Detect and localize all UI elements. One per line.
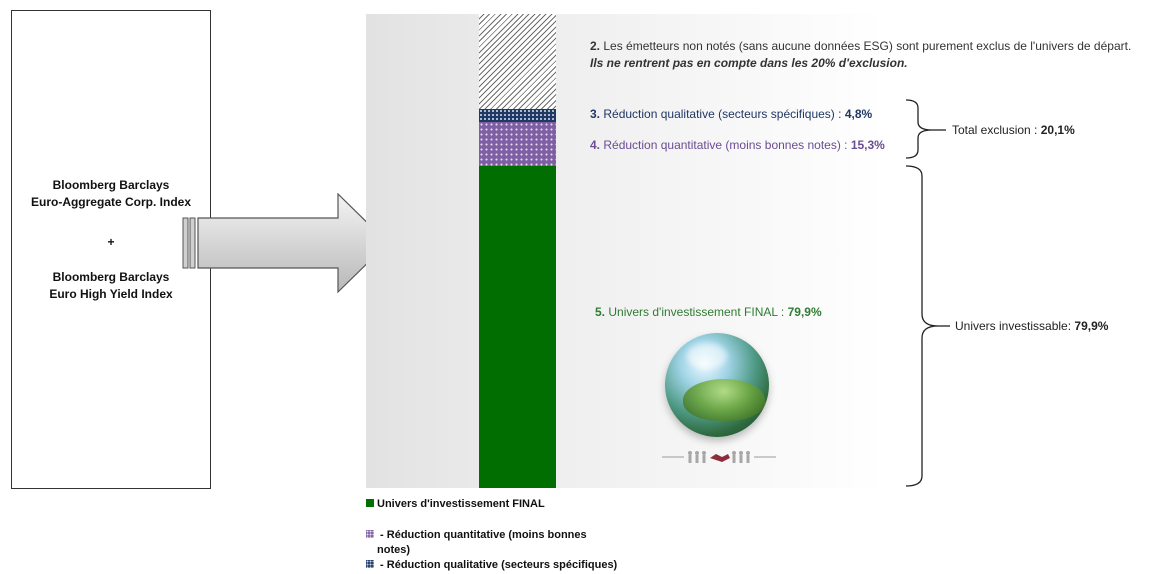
label-qualitative-value: 4,8% [844,107,873,121]
index-box: Bloomberg Barclays Euro-Aggregate Corp. … [11,10,211,489]
label-final-universe: 5. Univers d'investissement FINAL : 79,9… [595,305,822,320]
label-qualitative: 3. Réduction qualitative (secteurs spéci… [590,107,872,122]
universe-panel [366,14,886,488]
legend-item-qualitative: - Réduction qualitative (secteurs spécif… [366,558,617,572]
label-quantitative-prefix: 4. [590,138,601,152]
globe-grass [683,379,765,421]
label-investable-value: 79,9% [1074,319,1109,333]
label-excluded-prefix: 2. [590,39,601,53]
legend-item-final: Univers d'investissement FINAL [366,497,545,511]
legend-label-qualitative: - Réduction qualitative (secteurs spécif… [377,559,618,571]
label-excluded-note: Ils ne rentrent pas en compte dans les 2… [590,56,908,70]
legend-swatch-final [366,499,374,507]
globe-shine [687,343,727,369]
legend-label-final: Univers d'investissement FINAL [377,498,545,510]
label-investable-text: Univers investissable: [955,319,1075,333]
index-line-2: Euro-Aggregate Corp. Index [30,195,191,209]
index-line-3: Bloomberg Barclays [52,270,170,284]
legend-swatch-quantitative [366,530,374,538]
label-total-exclusion: Total exclusion : 20,1% [952,123,1075,138]
legend-item-quantitative: - Réduction quantitative (moins bonnes [366,528,587,542]
handshake-icon [662,451,776,463]
bar-segment-quantitative [479,122,556,166]
label-total-text: Total exclusion : [952,123,1041,137]
right-arrow-icon [182,193,389,294]
grass-globe-icon [658,333,778,468]
label-total-value: 20,1% [1040,123,1075,137]
bar-segment-excluded-unrated [479,14,556,109]
label-quantitative-value: 15,3% [850,138,885,152]
label-final-text: Univers d'investissement FINAL : [605,305,788,319]
index-name-1: Bloomberg Barclays Euro-Aggregate Corp. … [12,177,210,211]
label-final-value: 79,9% [787,305,822,319]
legend-label-quantitative: - Réduction quantitative (moins bonnes [377,529,587,541]
index-line-4: Euro High Yield Index [49,287,173,301]
index-line-1: Bloomberg Barclays [52,178,170,192]
label-excluded-unrated: 2. Les émetteurs non notés (sans aucune … [590,39,1131,54]
label-investable-universe: Univers investissable: 79,9% [955,319,1108,334]
label-final-prefix: 5. [595,305,606,319]
label-excluded-text: Les émetteurs non notés (sans aucune don… [600,39,1132,53]
label-quantitative-text: Réduction quantitative (moins bonnes not… [600,138,851,152]
globe-sphere [665,333,769,437]
bar-segment-final [479,166,556,488]
label-qualitative-text: Réduction qualitative (secteurs spécifiq… [600,107,845,121]
label-quantitative: 4. Réduction quantitative (moins bonnes … [590,138,885,153]
brace-investable [905,165,939,487]
index-name-2: Bloomberg Barclays Euro High Yield Index [12,269,210,303]
legend-item-quantitative-cont: notes) [377,544,410,556]
brace-total-exclusion [905,99,933,159]
plus-sign: + [107,235,115,249]
legend-swatch-qualitative [366,560,374,568]
label-qualitative-prefix: 3. [590,107,601,121]
bar-segment-qualitative [479,109,556,122]
